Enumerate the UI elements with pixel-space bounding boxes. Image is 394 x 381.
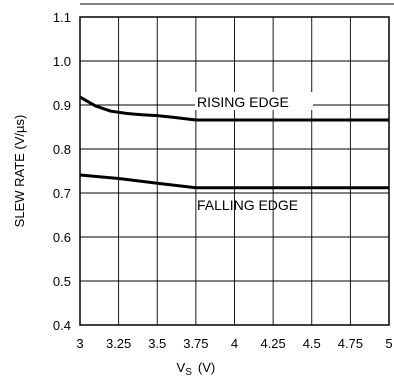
x-tick-label: 3.75 (183, 336, 208, 351)
x-tick-label: 5 (385, 336, 392, 351)
series-labels: RISING EDGE FALLING EDGE (195, 92, 313, 213)
series-line (79, 173, 389, 190)
series-layer (79, 95, 389, 190)
rising-edge-label: RISING EDGE (195, 92, 313, 110)
x-tick-label: 3.5 (148, 336, 166, 351)
x-tick-label: 3 (76, 336, 83, 351)
y-tick-label: 1.0 (53, 54, 71, 69)
y-tick-label: 0.5 (53, 274, 71, 289)
x-tick-label: 4.25 (260, 336, 285, 351)
plot-frame (79, 16, 390, 326)
y-axis-title: SLEW RATE (V/µs) (12, 115, 27, 228)
rising-edge-label-bg (195, 92, 313, 110)
x-tick-labels: 3 3.25 3.5 3.75 4 4.25 4.5 4.75 5 (76, 336, 392, 351)
grid (80, 17, 389, 325)
y-tick-labels: 0.4 0.5 0.6 0.7 0.8 0.9 1.0 1.1 (53, 10, 71, 333)
y-tick-label: 0.8 (53, 142, 71, 157)
y-tick-label: 0.9 (53, 98, 71, 113)
y-tick-label: 0.7 (53, 186, 71, 201)
x-tick-label: 4.75 (338, 336, 363, 351)
falling-edge-label-text: FALLING EDGE (197, 197, 298, 213)
x-axis-title: VS (V) (177, 360, 216, 378)
rising-edge-label-text: RISING EDGE (197, 94, 289, 110)
y-tick-label: 0.4 (53, 318, 71, 333)
x-tick-label: 3.25 (106, 336, 131, 351)
y-tick-label: 0.6 (53, 230, 71, 245)
falling-edge-label: FALLING EDGE (197, 197, 298, 213)
y-tick-label: 1.1 (53, 10, 71, 25)
x-axis-title-main: V (177, 360, 186, 375)
x-tick-label: 4 (231, 336, 238, 351)
x-axis-title-unit: (V) (198, 360, 215, 375)
x-axis-title-sub: S (185, 367, 192, 378)
series-line (79, 95, 389, 122)
x-tick-label: 4.5 (303, 336, 321, 351)
